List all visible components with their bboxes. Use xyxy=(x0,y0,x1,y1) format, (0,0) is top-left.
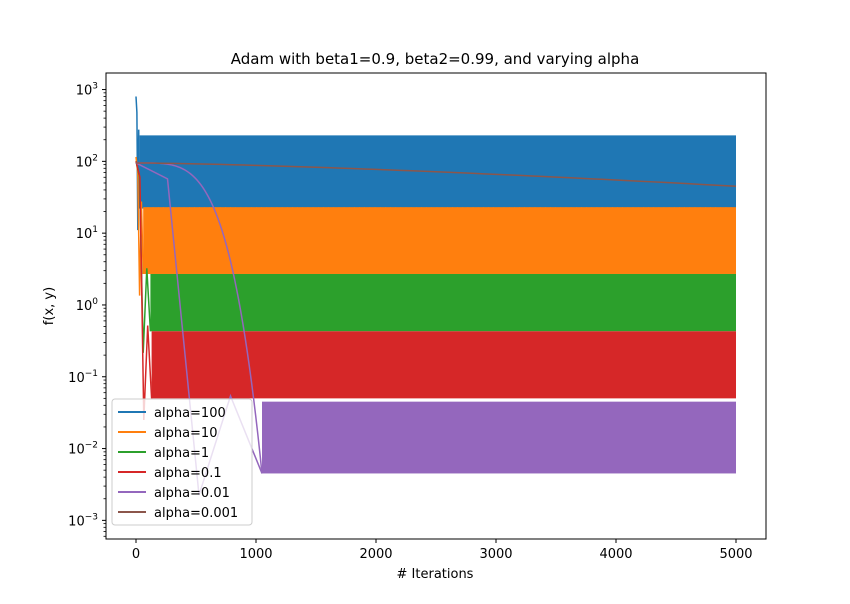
x-tick-label: 0 xyxy=(132,547,140,562)
legend: alpha=100 alpha=10 alpha=1 alpha=0.1 alpha=0… xyxy=(111,398,253,526)
axes-frame xyxy=(105,72,767,540)
series-band xyxy=(150,273,736,332)
legend-label: alpha=0.01 xyxy=(154,486,230,501)
chart-title: Adam with beta1=0.9, beta2=0.99, and var… xyxy=(231,50,640,68)
y-tick-label: 101 xyxy=(76,225,98,242)
series-band xyxy=(151,331,737,399)
series-alpha-0-001 xyxy=(135,162,737,187)
y-tick-label: 10−1 xyxy=(68,369,98,386)
y-tick-label: 10−2 xyxy=(68,441,98,458)
legend-label: alpha=0.001 xyxy=(154,506,238,521)
series-line xyxy=(135,162,737,187)
x-tick-label: 2000 xyxy=(359,547,392,562)
legend-label: alpha=0.1 xyxy=(154,466,222,481)
y-tick-label: 103 xyxy=(76,82,98,99)
series-transient xyxy=(135,96,141,231)
y-tick-label: 100 xyxy=(76,297,99,314)
y-tick-label: 102 xyxy=(76,153,98,170)
series-band xyxy=(262,401,736,474)
x-tick-label: 3000 xyxy=(479,547,512,562)
plot-area xyxy=(135,96,737,496)
x-tick-label: 4000 xyxy=(599,547,632,562)
series-band xyxy=(143,207,736,274)
legend-box xyxy=(111,398,253,526)
y-axis: 10−3 10−2 10−1 100 101 102 103 xyxy=(68,82,106,537)
legend-label: alpha=1 xyxy=(154,446,209,461)
x-axis: 0 1000 2000 3000 4000 5000 xyxy=(132,539,753,562)
x-axis-label: # Iterations xyxy=(397,567,474,582)
y-axis-label: f(x, y) xyxy=(42,287,57,325)
legend-label: alpha=100 xyxy=(154,406,226,421)
series-alpha-10 xyxy=(135,156,736,296)
y-tick-label: 10−3 xyxy=(68,512,98,529)
x-tick-label: 5000 xyxy=(719,547,752,562)
series-alpha-1 xyxy=(135,161,736,353)
legend-label: alpha=10 xyxy=(154,426,217,441)
x-tick-label: 1000 xyxy=(239,547,272,562)
